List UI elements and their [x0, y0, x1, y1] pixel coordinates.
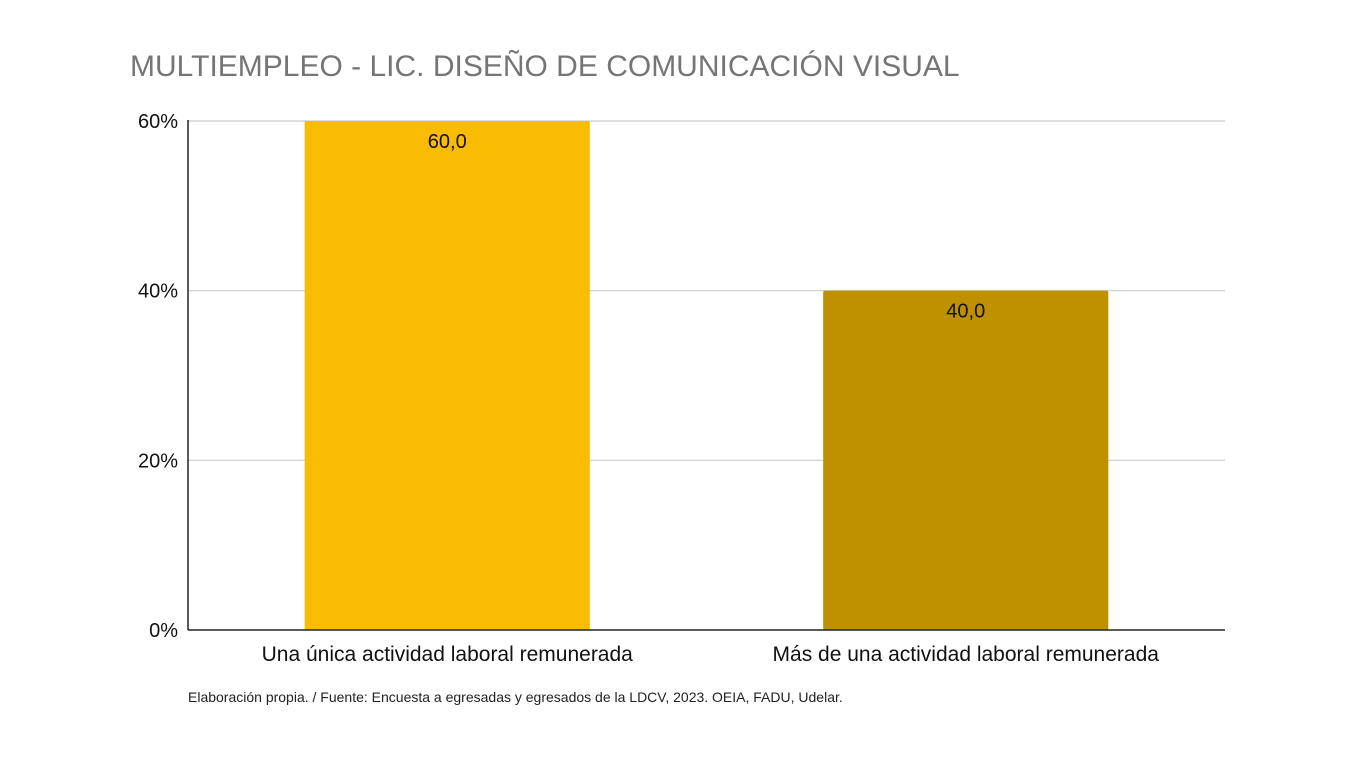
y-tick-label: 60% [138, 111, 178, 133]
source-note: Elaboración propia. / Fuente: Encuesta a… [188, 689, 843, 705]
labels: 0% 20% 40% 60% 60,0 Una única actividad labor… [138, 111, 1159, 666]
bar [823, 290, 1109, 630]
data-label: 60,0 [428, 131, 467, 153]
chart-title: MULTIEMPLEO - LIC. DISEÑO DE COMUNICACIÓ… [130, 50, 960, 83]
axes [187, 120, 1225, 631]
y-tick-label: 0% [149, 620, 178, 642]
data-label: 40,0 [946, 301, 985, 323]
y-tick-label: 40% [138, 281, 178, 303]
x-tick-label: Más de una actividad laboral remunerada [773, 643, 1160, 666]
x-tick-label: Una única actividad laboral remunerada [262, 643, 634, 666]
bar [304, 121, 590, 630]
y-tick-label: 20% [138, 450, 178, 472]
bars [304, 121, 1109, 630]
